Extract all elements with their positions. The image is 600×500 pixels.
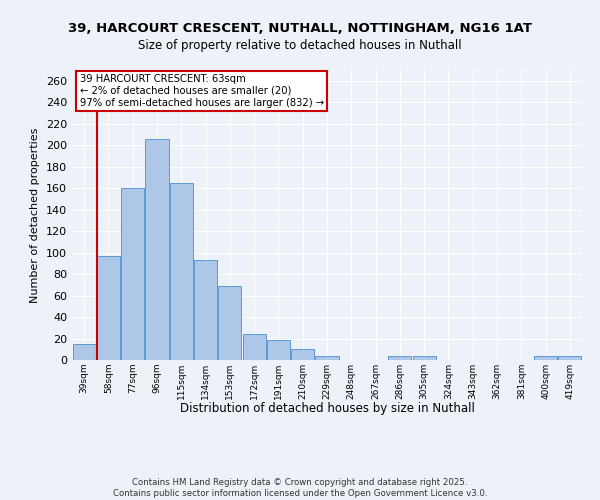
Bar [97,256,120,360]
Bar [242,334,266,360]
Bar [170,183,193,360]
Bar [291,350,314,360]
X-axis label: Distribution of detached houses by size in Nuthall: Distribution of detached houses by size … [179,402,475,415]
Text: Contains HM Land Registry data © Crown copyright and database right 2025.
Contai: Contains HM Land Registry data © Crown c… [113,478,487,498]
Text: Size of property relative to detached houses in Nuthall: Size of property relative to detached ho… [138,39,462,52]
Bar [316,356,338,360]
Bar [73,344,95,360]
Bar [413,356,436,360]
Bar [388,356,412,360]
Bar [194,260,217,360]
Bar [559,356,581,360]
Bar [145,138,169,360]
Y-axis label: Number of detached properties: Number of detached properties [31,128,40,302]
Bar [218,286,241,360]
Bar [534,356,557,360]
Text: 39 HARCOURT CRESCENT: 63sqm
← 2% of detached houses are smaller (20)
97% of semi: 39 HARCOURT CRESCENT: 63sqm ← 2% of deta… [80,74,324,108]
Text: 39, HARCOURT CRESCENT, NUTHALL, NOTTINGHAM, NG16 1AT: 39, HARCOURT CRESCENT, NUTHALL, NOTTINGH… [68,22,532,36]
Bar [267,340,290,360]
Bar [121,188,144,360]
